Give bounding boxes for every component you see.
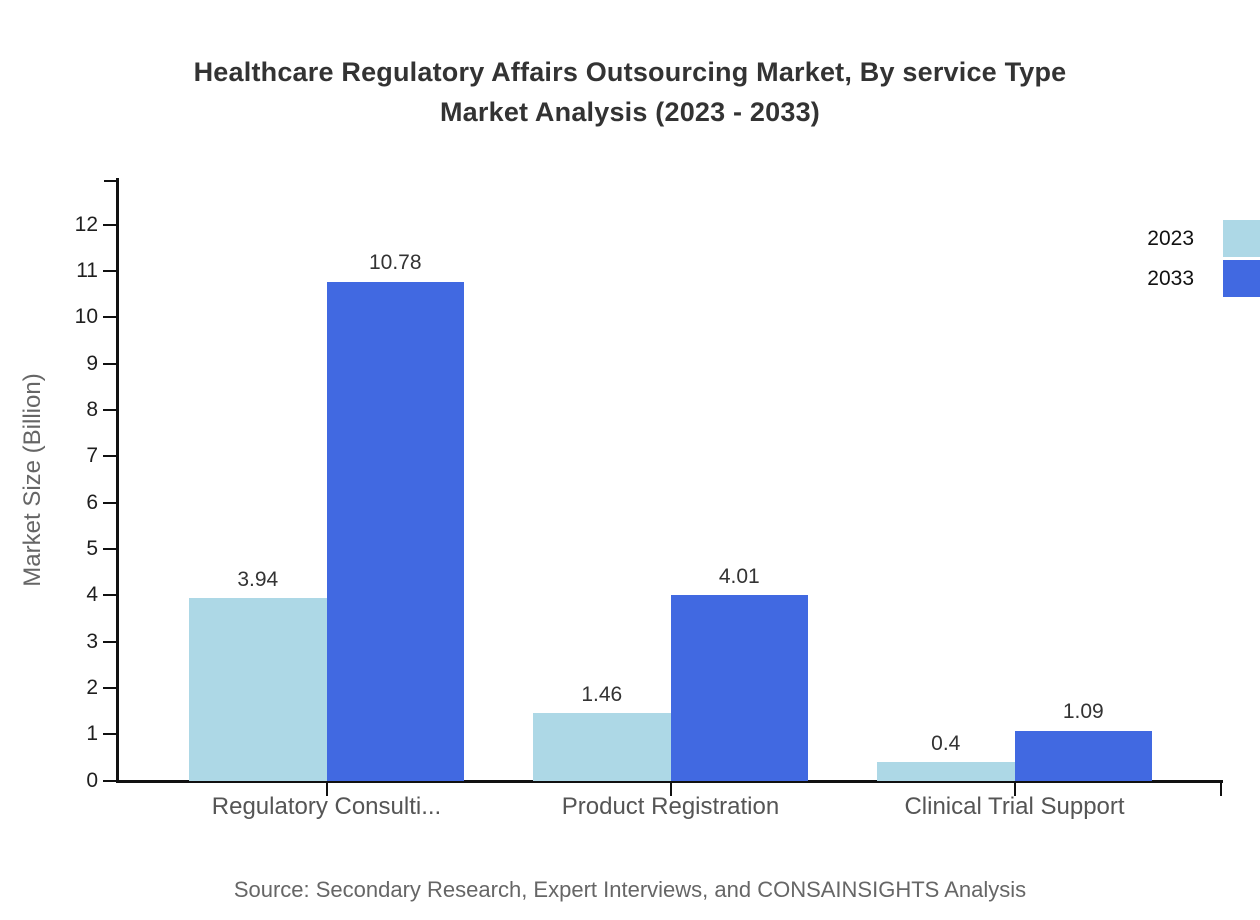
y-tick-label-9: 9 — [86, 351, 98, 375]
y-tick-12 — [103, 223, 116, 226]
y-tick-label-11: 11 — [76, 258, 98, 282]
category-label-product-registration: Product Registration — [561, 793, 780, 820]
legend-label-2023: 2023 — [1147, 227, 1194, 250]
bar-2023-regulatory-consulting — [189, 598, 327, 781]
y-tick-label-6: 6 — [86, 490, 98, 514]
bar-value-2023-product-registration: 1.46 — [581, 682, 623, 706]
y-tick-1 — [103, 733, 116, 736]
y-tick-3 — [103, 640, 116, 643]
x-axis-line — [116, 780, 1223, 783]
legend-swatch-2033 — [1223, 260, 1260, 297]
bar-2033-regulatory-consulting — [326, 281, 464, 781]
legend-label-2033: 2033 — [1147, 267, 1194, 290]
chart-title-line1: Healthcare Regulatory Affairs Outsourcin… — [193, 57, 1067, 87]
source-note: Source: Secondary Research, Expert Inter… — [233, 877, 1027, 902]
bar-value-2033-regulatory-consulting: 10.78 — [368, 251, 422, 275]
bar-value-2033-clinical-trial-support: 1.09 — [1062, 700, 1104, 723]
chart-title: Healthcare Regulatory Affairs Outsourcin… — [0, 52, 1260, 132]
y-tick-4 — [103, 594, 116, 597]
legend-swatch-2023 — [1223, 220, 1260, 257]
x-tick-clinical-trial-support — [1013, 783, 1016, 796]
bar-value-2023-clinical-trial-support: 0.4 — [931, 731, 961, 755]
x-axis-end-cap — [1220, 783, 1222, 796]
y-tick-label-8: 8 — [86, 397, 98, 421]
x-tick-product-registration — [669, 783, 672, 796]
y-tick-10 — [103, 316, 116, 319]
bar-2033-clinical-trial-support — [1014, 730, 1152, 781]
category-label-clinical-trial-support: Clinical Trial Support — [904, 793, 1125, 820]
chart-title-line2: Market Analysis (2023 - 2033) — [439, 97, 820, 127]
y-tick-7 — [103, 455, 116, 458]
bar-2033-product-registration — [670, 595, 808, 781]
bar-value-2033-product-registration: 4.01 — [718, 564, 760, 588]
bar-value-2023-regulatory-consulting: 3.94 — [237, 567, 279, 591]
y-tick-label-4: 4 — [86, 583, 98, 607]
y-tick-2 — [103, 686, 116, 689]
y-axis-end-cap — [104, 180, 117, 182]
y-tick-label-0: 0 — [86, 768, 98, 792]
y-tick-5 — [103, 547, 116, 550]
category-label-regulatory-consulting: Regulatory Consulti... — [211, 793, 442, 820]
y-axis-line — [116, 178, 119, 783]
y-tick-6 — [103, 501, 116, 504]
y-tick-label-12: 12 — [74, 212, 98, 236]
y-tick-0 — [103, 779, 116, 782]
x-tick-regulatory-consulting — [325, 783, 328, 796]
y-tick-label-7: 7 — [86, 444, 98, 468]
y-axis-title: Market Size (Billion) — [19, 373, 46, 587]
y-tick-label-5: 5 — [86, 536, 98, 560]
y-tick-label-3: 3 — [86, 629, 98, 653]
bar-2023-product-registration — [533, 713, 671, 781]
y-tick-9 — [103, 362, 116, 365]
bar-2023-clinical-trial-support — [877, 762, 1015, 781]
y-tick-label-1: 1 — [86, 722, 98, 746]
y-tick-11 — [103, 269, 116, 272]
y-tick-label-10: 10 — [74, 305, 98, 329]
y-tick-8 — [103, 408, 116, 411]
y-tick-label-2: 2 — [86, 675, 98, 699]
